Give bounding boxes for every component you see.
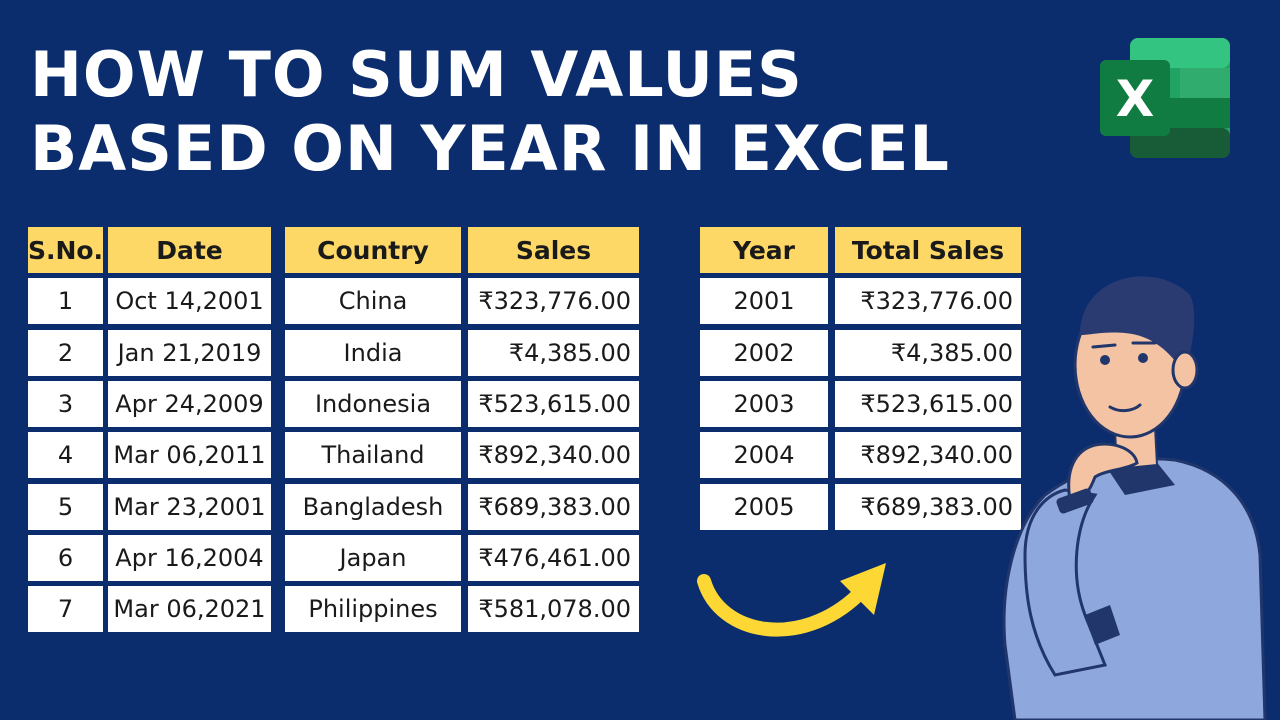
sales-table-data-cell: 6 [28, 535, 103, 581]
sales-table-data-cell: Mar 06,2011 [108, 432, 271, 478]
sales-table-data-cell: ₹476,461.00 [468, 535, 639, 581]
thinking-man-illustration [1002, 276, 1267, 720]
sales-table-header-cell: Date [108, 227, 271, 273]
sales-table-data-cell: 1 [28, 278, 103, 324]
sales-table-data-cell: Apr 24,2009 [108, 381, 271, 427]
sales-table-data-cell: ₹4,385.00 [468, 330, 639, 376]
sales-table-data-cell: Mar 06,2021 [108, 586, 271, 632]
sales-table-data-cell: 3 [28, 381, 103, 427]
sales-table-data-cell: ₹581,078.00 [468, 586, 639, 632]
title-line-1: HOW TO SUM VALUES [30, 38, 803, 111]
sales-table-data-cell: Oct 14,2001 [108, 278, 271, 324]
sales-table-data-cell: ₹323,776.00 [468, 278, 639, 324]
sales-table-header-cell: Country [285, 227, 461, 273]
sales-table-data-cell: Mar 23,2001 [108, 484, 271, 530]
curved-arrow-icon [697, 563, 886, 637]
yearly-total-table-data-cell: ₹4,385.00 [835, 330, 1021, 376]
sales-table-data-cell: India [285, 330, 461, 376]
yearly-total-table-data-cell: 2005 [700, 484, 828, 530]
sales-table-data-cell: ₹689,383.00 [468, 484, 639, 530]
yearly-total-table-data-cell: 2001 [700, 278, 828, 324]
sales-table-data-cell: Bangladesh [285, 484, 461, 530]
sales-table-data-cell: 5 [28, 484, 103, 530]
title-line-2: BASED ON YEAR IN EXCEL [30, 112, 950, 185]
sales-table-data-cell: Japan [285, 535, 461, 581]
excel-logo-icon: X [1100, 38, 1230, 158]
yearly-total-table-header-cell: Year [700, 227, 828, 273]
sales-table-data-cell: Indonesia [285, 381, 461, 427]
sales-table-data-cell: Jan 21,2019 [108, 330, 271, 376]
yearly-total-table-data-cell: 2002 [700, 330, 828, 376]
sales-table-data-cell: Apr 16,2004 [108, 535, 271, 581]
yearly-total-table-header-cell: Total Sales [835, 227, 1021, 273]
yearly-total-table-data-cell: 2003 [700, 381, 828, 427]
page-title: HOW TO SUM VALUES BASED ON YEAR IN EXCEL [30, 38, 950, 186]
yearly-total-table-data-cell: ₹892,340.00 [835, 432, 1021, 478]
sales-table-data-cell: China [285, 278, 461, 324]
yearly-total-table-data-cell: ₹523,615.00 [835, 381, 1021, 427]
sales-table-data-cell: ₹892,340.00 [468, 432, 639, 478]
excel-logo-letter: X [1116, 70, 1155, 128]
yearly-total-table-data-cell: ₹323,776.00 [835, 278, 1021, 324]
sales-table-data-cell: Thailand [285, 432, 461, 478]
sales-table-header-cell: Sales [468, 227, 639, 273]
sales-table-header-cell: S.No. [28, 227, 103, 273]
sales-table-data-cell: 2 [28, 330, 103, 376]
sales-table-data-cell: 4 [28, 432, 103, 478]
yearly-total-table-data-cell: ₹689,383.00 [835, 484, 1021, 530]
sales-table-data-cell: Philippines [285, 586, 461, 632]
sales-table-data-cell: 7 [28, 586, 103, 632]
yearly-total-table-data-cell: 2004 [700, 432, 828, 478]
sales-table-data-cell: ₹523,615.00 [468, 381, 639, 427]
